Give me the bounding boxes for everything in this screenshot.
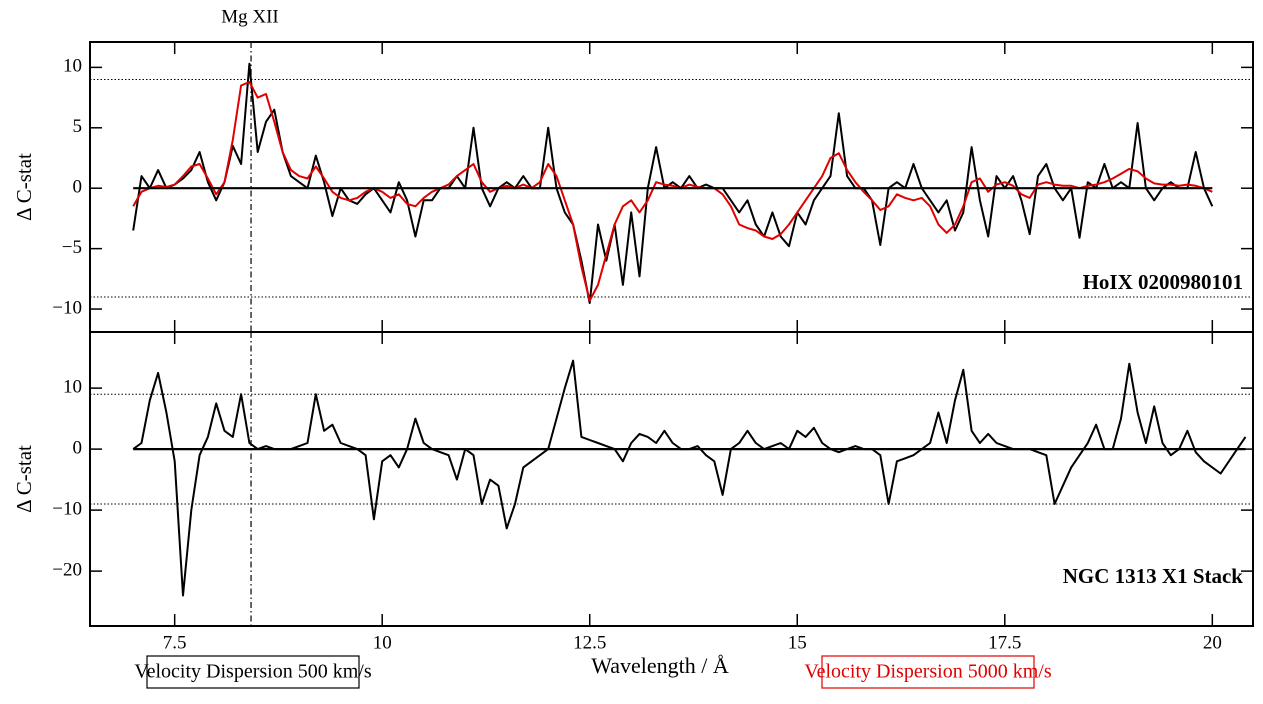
y-tick-label: −5 <box>62 237 82 258</box>
x-tick-label: 10 <box>373 632 392 653</box>
series-line <box>132 359 1247 597</box>
series-line <box>132 62 1214 304</box>
legend-box <box>146 655 360 689</box>
x-tick-label: 7.5 <box>163 632 187 653</box>
y-tick-label: −20 <box>52 559 82 580</box>
x-axis-label: Wavelength / Å <box>591 653 729 678</box>
legend-label: Velocity Dispersion 5000 km/s <box>804 661 1051 683</box>
annotation: Mg XII <box>221 6 279 27</box>
y-tick-label: −10 <box>52 498 82 519</box>
y-tick-label: −10 <box>52 297 82 318</box>
legend-box <box>821 655 1035 689</box>
x-tick-label: 20 <box>1203 632 1222 653</box>
plot-frame <box>89 331 1254 627</box>
y-tick-label: 5 <box>73 116 83 137</box>
y-tick-label: 0 <box>73 177 83 198</box>
x-tick-label: 17.5 <box>988 632 1021 653</box>
y-tick-label: 10 <box>63 376 82 397</box>
panel-label: NGC 1313 X1 Stack <box>1063 564 1244 588</box>
x-tick-label: 12.5 <box>573 632 606 653</box>
y-axis-label: Δ C-stat <box>12 445 36 513</box>
y-tick-label: 10 <box>63 56 82 77</box>
legend-label: Velocity Dispersion 500 km/s <box>134 661 371 683</box>
y-tick-label: 0 <box>73 437 83 458</box>
x-tick-label: 15 <box>788 632 807 653</box>
y-axis-label: Δ C-stat <box>12 153 36 221</box>
series-line <box>132 80 1213 302</box>
panel-label: HoIX 0200980101 <box>1083 270 1243 294</box>
